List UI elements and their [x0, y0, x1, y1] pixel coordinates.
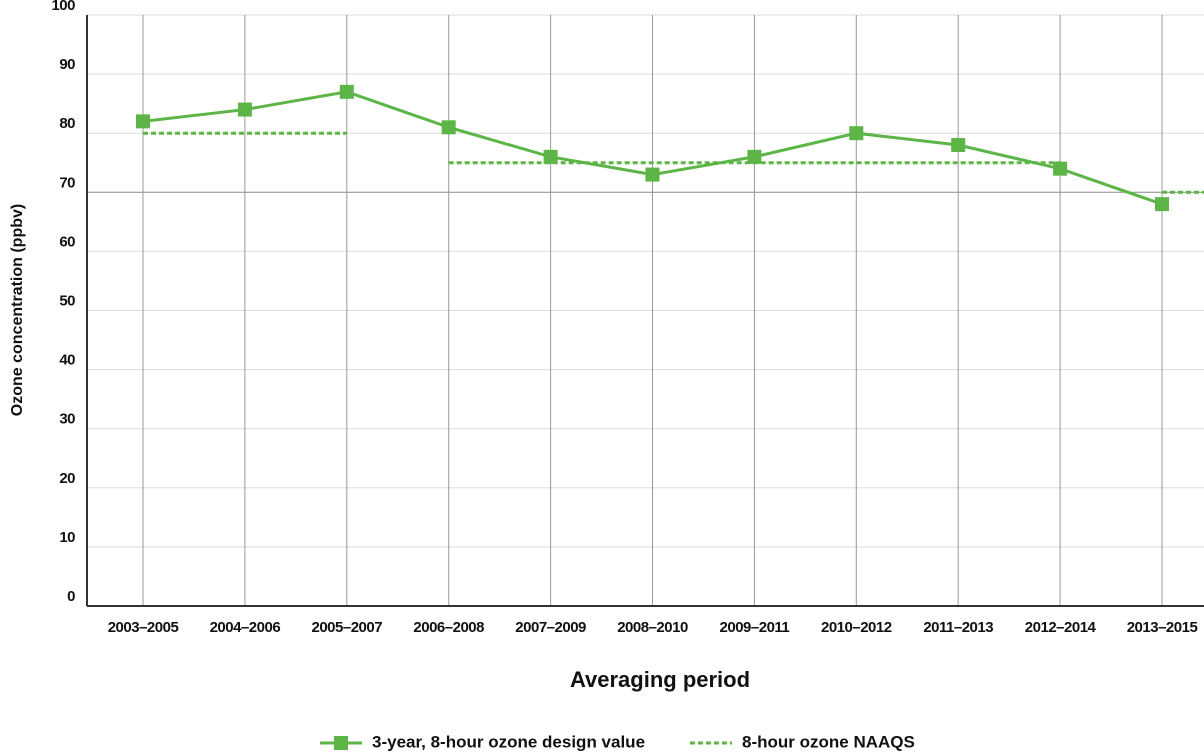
data-marker — [339, 84, 354, 99]
x-tick-label: 2007–2009 — [515, 619, 586, 636]
data-marker — [951, 138, 966, 153]
x-tick-label: 2005–2007 — [312, 619, 383, 636]
y-tick-label: 70 — [59, 174, 75, 191]
x-tick-label: 2009–2011 — [720, 619, 790, 636]
x-axis-title: Averaging period — [570, 667, 750, 692]
data-marker — [441, 120, 456, 135]
x-tick-label: 2003–2005 — [108, 619, 179, 636]
y-tick-label: 100 — [51, 0, 75, 14]
data-marker — [543, 149, 558, 164]
y-axis-title: Ozone concentration (ppbv) — [9, 204, 26, 416]
legend-marker — [334, 736, 348, 750]
legend-label: 3-year, 8-hour ozone design value — [372, 732, 645, 751]
y-tick-label: 0 — [67, 588, 75, 605]
y-tick-label: 20 — [59, 470, 75, 487]
data-marker — [237, 102, 252, 117]
y-tick-label: 30 — [59, 411, 75, 428]
data-marker — [645, 167, 660, 182]
data-marker — [1155, 197, 1169, 212]
x-tick-label: 2006–2008 — [413, 619, 484, 636]
y-tick-label: 40 — [59, 352, 75, 369]
x-tick-label: 2004–2006 — [210, 619, 281, 636]
y-tick-label: 80 — [59, 115, 75, 132]
data-marker — [747, 149, 762, 164]
y-tick-label: 60 — [59, 233, 75, 250]
y-tick-label: 90 — [59, 56, 75, 73]
data-marker — [136, 114, 150, 129]
y-tick-label: 50 — [59, 292, 75, 309]
legend-label: 8-hour ozone NAAQS — [742, 732, 915, 751]
data-marker — [1053, 161, 1068, 176]
x-tick-label: 2010–2012 — [821, 619, 892, 636]
x-tick-label: 2011–2013 — [923, 619, 993, 636]
data-marker — [849, 126, 864, 141]
y-tick-label: 10 — [59, 529, 75, 546]
x-tick-label: 2008–2010 — [617, 619, 688, 636]
x-tick-label: 2013–2015 — [1127, 619, 1198, 636]
x-tick-label: 2012–2014 — [1025, 619, 1097, 636]
